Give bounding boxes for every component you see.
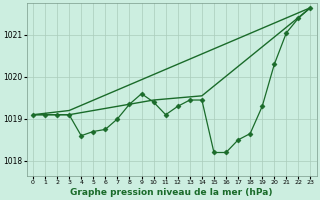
- X-axis label: Graphe pression niveau de la mer (hPa): Graphe pression niveau de la mer (hPa): [70, 188, 273, 197]
